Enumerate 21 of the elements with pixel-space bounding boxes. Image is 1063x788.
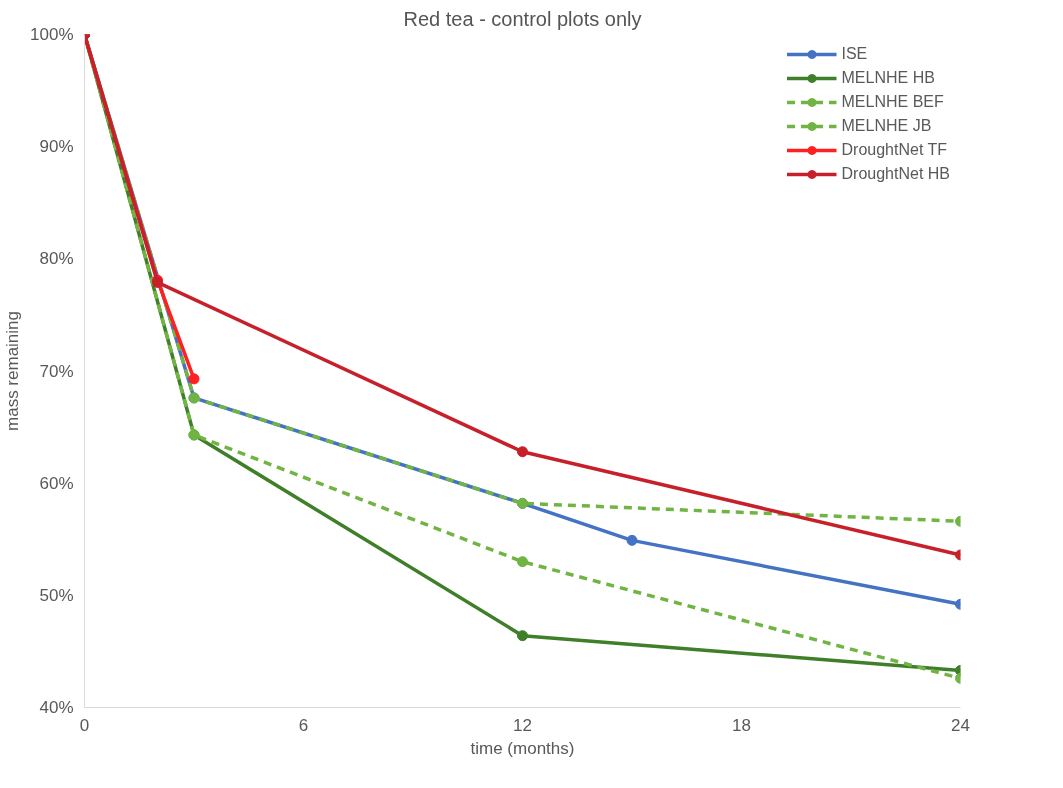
legend-label: DroughtNet HB bbox=[841, 165, 950, 183]
x-axis-title: time (months) bbox=[470, 738, 575, 758]
y-tick-label: 80% bbox=[39, 249, 74, 269]
y-tick-label: 40% bbox=[39, 698, 74, 717]
legend-label: MELNHE HB bbox=[841, 69, 935, 87]
y-tick-label: 100% bbox=[30, 25, 74, 44]
legend-label: DroughtNet TF bbox=[841, 141, 948, 159]
legend-label: MELNHE JB bbox=[841, 117, 932, 135]
legend-label: ISE bbox=[841, 45, 868, 63]
x-tick-label: 12 bbox=[513, 715, 532, 735]
y-tick-label: 70% bbox=[39, 361, 74, 381]
x-tick-label: 18 bbox=[732, 715, 751, 735]
y-tick-label: 60% bbox=[39, 473, 74, 493]
x-tick-label: 0 bbox=[79, 715, 90, 735]
y-axis-title: mass remaining bbox=[3, 310, 23, 431]
x-tick-label: 24 bbox=[951, 715, 970, 735]
y-tick-label: 90% bbox=[39, 137, 74, 157]
chart-title: Red tea - control plots only bbox=[403, 7, 642, 30]
x-tick-label: 6 bbox=[298, 715, 309, 735]
y-tick-label: 50% bbox=[39, 585, 74, 605]
legend-label: MELNHE BEF bbox=[841, 93, 944, 111]
